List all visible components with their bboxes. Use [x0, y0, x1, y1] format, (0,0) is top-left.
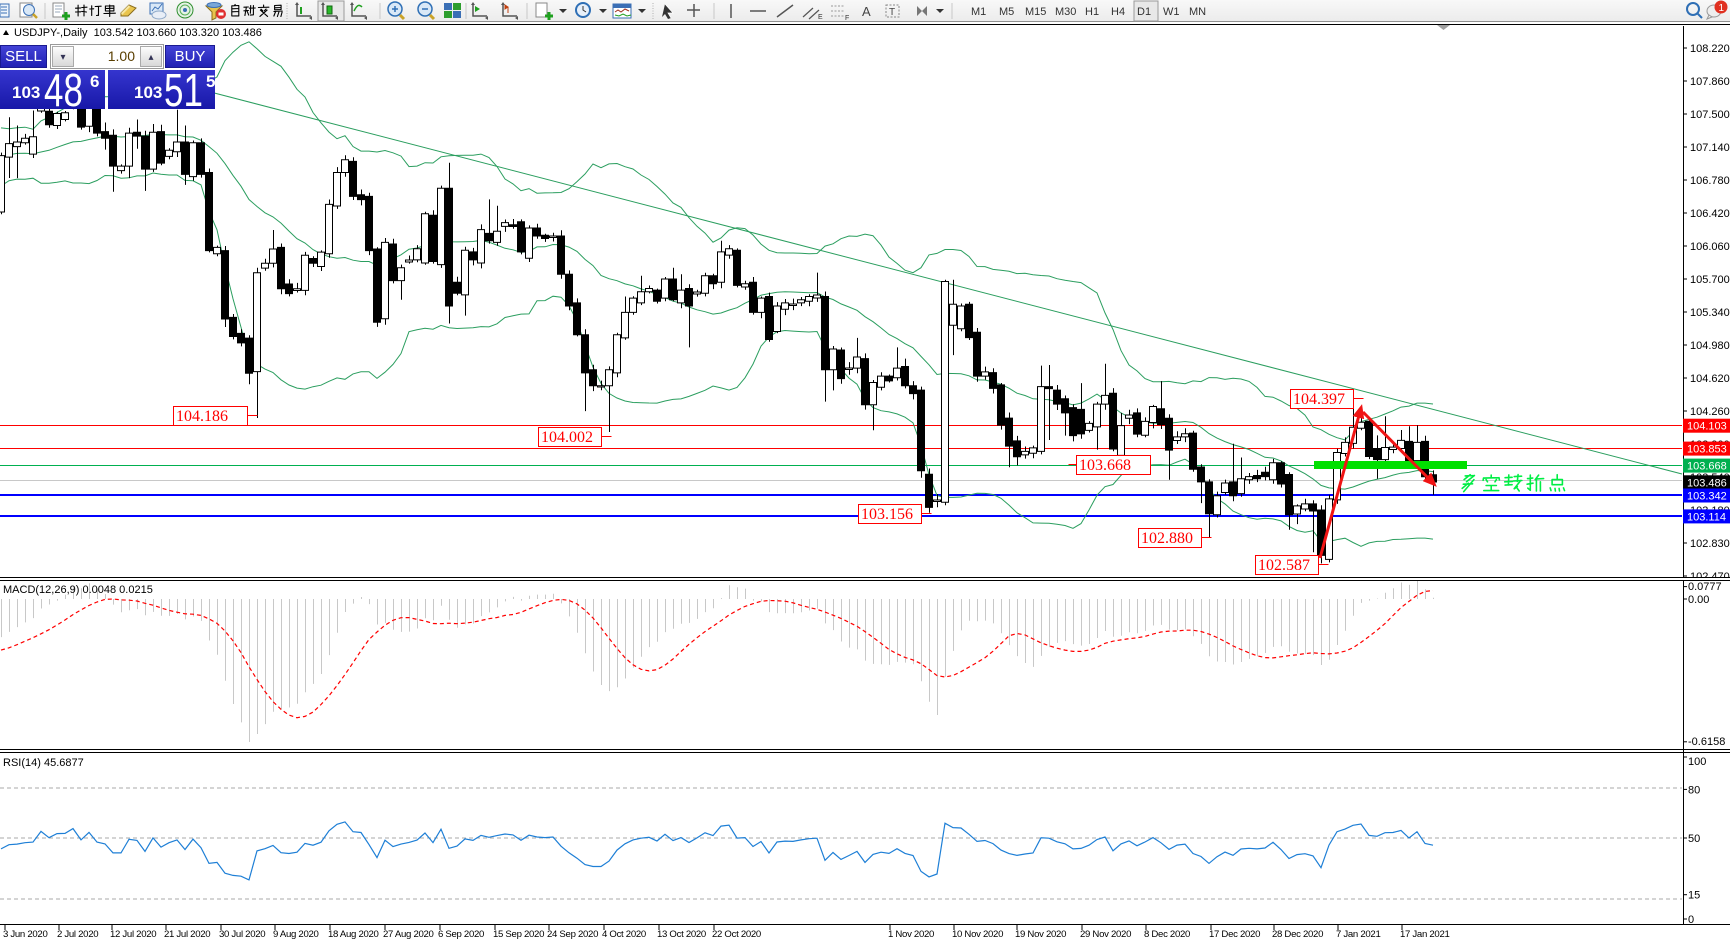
svg-text:102.587: 102.587 — [1258, 557, 1310, 574]
svg-text:104.260: 104.260 — [1690, 406, 1730, 418]
svg-text:103.486: 103.486 — [1687, 477, 1727, 489]
svg-text:RSI(14) 45.6877: RSI(14) 45.6877 — [3, 757, 84, 769]
svg-text:1: 1 — [1719, 3, 1725, 14]
svg-text:107.140: 107.140 — [1690, 142, 1730, 154]
svg-text:21 Jul 2020: 21 Jul 2020 — [164, 929, 210, 940]
svg-text:104.980: 104.980 — [1690, 340, 1730, 352]
svg-text:107.500: 107.500 — [1690, 109, 1730, 121]
svg-text:106.060: 106.060 — [1690, 241, 1730, 253]
svg-text:USDJPY-,Daily 103.542 103.660: USDJPY-,Daily 103.542 103.660 103.320 10… — [14, 27, 262, 39]
svg-text:E: E — [818, 14, 823, 21]
svg-text:80: 80 — [1688, 784, 1700, 796]
svg-text:50: 50 — [1688, 833, 1700, 845]
svg-text:4 Oct 2020: 4 Oct 2020 — [602, 929, 646, 940]
svg-text:12 Jul 2020: 12 Jul 2020 — [110, 929, 156, 940]
svg-text:28 Dec 2020: 28 Dec 2020 — [1272, 929, 1323, 940]
svg-text:102.880: 102.880 — [1141, 530, 1193, 547]
svg-text:105.340: 105.340 — [1690, 307, 1730, 319]
svg-text:17 Dec 2020: 17 Dec 2020 — [1209, 929, 1260, 940]
svg-text:15: 15 — [1688, 890, 1700, 902]
svg-text:6 Sep 2020: 6 Sep 2020 — [438, 929, 484, 940]
svg-text:13 Oct 2020: 13 Oct 2020 — [657, 929, 706, 940]
svg-text:102.830: 102.830 — [1690, 538, 1730, 550]
svg-text:19 Nov 2020: 19 Nov 2020 — [1015, 929, 1066, 940]
svg-text:M5: M5 — [999, 6, 1014, 18]
svg-text:30 Jul 2020: 30 Jul 2020 — [219, 929, 265, 940]
svg-text:9 Aug 2020: 9 Aug 2020 — [273, 929, 319, 940]
svg-text:22 Oct 2020: 22 Oct 2020 — [712, 929, 761, 940]
svg-text:A: A — [862, 4, 871, 19]
svg-text:103.114: 103.114 — [1687, 511, 1726, 523]
svg-text:107.860: 107.860 — [1690, 76, 1730, 88]
svg-text:104.103: 104.103 — [1687, 421, 1727, 433]
svg-text:104.186: 104.186 — [176, 408, 228, 425]
svg-text:17 Jan 2021: 17 Jan 2021 — [1400, 929, 1450, 940]
svg-text:H1: H1 — [1085, 6, 1099, 18]
svg-text:-0.6158: -0.6158 — [1688, 736, 1725, 748]
svg-text:8 Dec 2020: 8 Dec 2020 — [1144, 929, 1190, 940]
svg-text:24 Sep 2020: 24 Sep 2020 — [547, 929, 598, 940]
svg-text:2 Jul 2020: 2 Jul 2020 — [57, 929, 98, 940]
svg-text:MACD(12,26,9) 0.0048 0.0215: MACD(12,26,9) 0.0048 0.0215 — [3, 584, 153, 596]
svg-text:10 Nov 2020: 10 Nov 2020 — [952, 929, 1003, 940]
svg-text:0.0777: 0.0777 — [1688, 581, 1722, 593]
svg-text:H4: H4 — [1111, 6, 1125, 18]
svg-text:3 Jun 2020: 3 Jun 2020 — [3, 929, 47, 940]
svg-text:18 Aug 2020: 18 Aug 2020 — [328, 929, 379, 940]
svg-text:0: 0 — [1688, 914, 1694, 926]
svg-text:T: T — [889, 7, 895, 18]
svg-text:104.620: 104.620 — [1690, 373, 1730, 385]
svg-text:108.220: 108.220 — [1690, 43, 1730, 55]
svg-text:103.853: 103.853 — [1687, 444, 1727, 456]
svg-text:103.156: 103.156 — [861, 506, 913, 523]
svg-text:1 Nov 2020: 1 Nov 2020 — [888, 929, 934, 940]
svg-text:100: 100 — [1688, 756, 1706, 768]
svg-text:103.668: 103.668 — [1079, 457, 1131, 474]
svg-text:0.00: 0.00 — [1688, 594, 1709, 606]
svg-text:MN: MN — [1189, 6, 1206, 18]
svg-text:27 Aug 2020: 27 Aug 2020 — [383, 929, 434, 940]
svg-text:M1: M1 — [971, 6, 986, 18]
svg-text:103.668: 103.668 — [1687, 461, 1727, 473]
svg-text:15 Sep 2020: 15 Sep 2020 — [493, 929, 544, 940]
svg-text:29 Nov 2020: 29 Nov 2020 — [1080, 929, 1131, 940]
svg-text:106.780: 106.780 — [1690, 175, 1730, 187]
svg-text:104.397: 104.397 — [1293, 391, 1345, 408]
svg-text:W1: W1 — [1163, 6, 1180, 18]
svg-text:D1: D1 — [1137, 6, 1151, 18]
svg-text:103.342: 103.342 — [1687, 491, 1727, 503]
svg-text:7 Jan 2021: 7 Jan 2021 — [1336, 929, 1380, 940]
svg-text:M15: M15 — [1025, 6, 1046, 18]
svg-text:105.700: 105.700 — [1690, 274, 1730, 286]
svg-text:104.002: 104.002 — [541, 429, 593, 446]
svg-text:M30: M30 — [1055, 6, 1076, 18]
svg-text:106.420: 106.420 — [1690, 208, 1730, 220]
svg-text:F: F — [845, 15, 849, 22]
